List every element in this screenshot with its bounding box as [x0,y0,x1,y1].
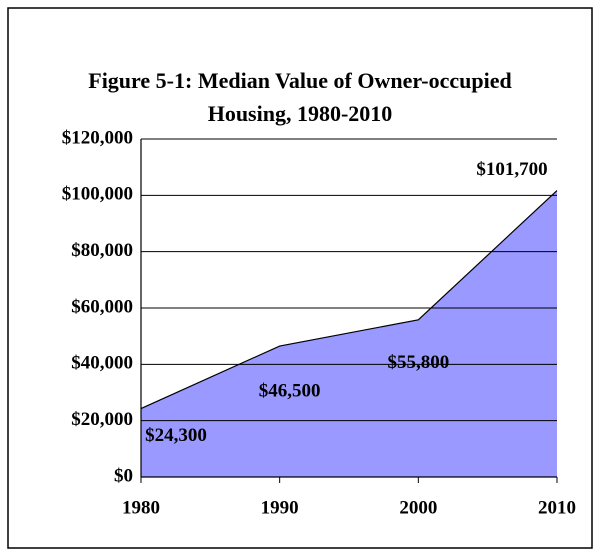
y-tick-label: $0 [114,465,133,486]
data-label: $101,700 [476,159,547,180]
x-tick-label: 1980 [122,497,160,518]
x-tick-label: 1990 [261,497,299,518]
chart-title: Figure 5-1: Median Value of Owner-occupi… [88,68,512,126]
y-tick-label: $80,000 [71,240,133,261]
data-label: $24,300 [145,425,207,446]
area [141,190,557,478]
x-tick-label: 2010 [538,497,576,518]
y-tick-label: $100,000 [62,184,133,205]
data-label: $55,800 [387,352,449,373]
data-label: $46,500 [259,380,321,401]
x-tick-label: 2000 [399,497,437,518]
area-outline [140,190,558,410]
y-tick-label: $40,000 [71,353,133,374]
y-tick-label: $60,000 [71,296,133,317]
y-tick-label: $20,000 [71,409,133,430]
y-tick-label: $120,000 [62,127,133,148]
